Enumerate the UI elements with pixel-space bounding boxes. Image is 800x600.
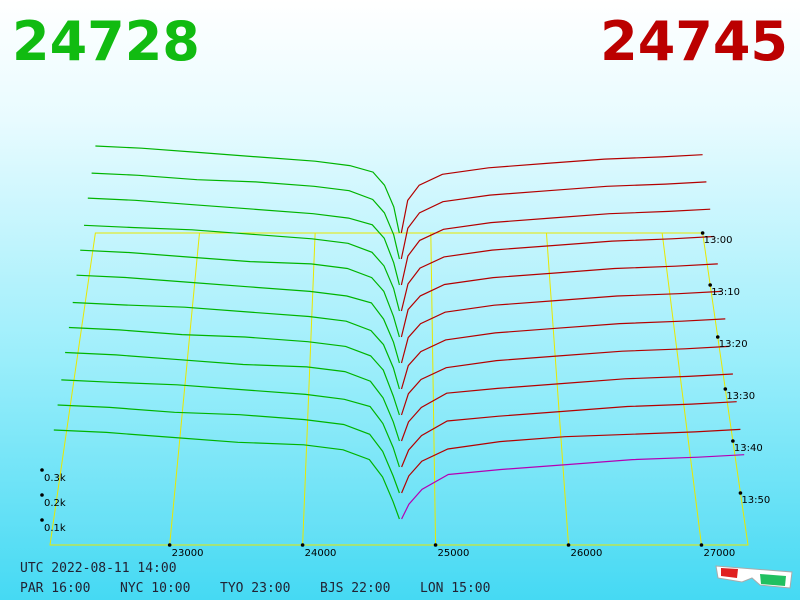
volume-tick [40, 468, 44, 472]
utc-time: UTC 2022-08-11 14:00 [20, 561, 177, 576]
time-tick-label: 13:20 [719, 339, 748, 350]
best-bid: 24728 [12, 10, 200, 73]
city-time: BJS 22:00 [320, 581, 390, 596]
ask-depth-line [400, 208, 711, 286]
bid-depth-line [65, 351, 400, 442]
bid-depth-line [61, 379, 400, 468]
ask-depth-line [400, 235, 715, 312]
ask-depth-line [401, 401, 737, 468]
time-tick [731, 439, 735, 443]
ask-depth-line [401, 454, 745, 520]
3d-glasses-icon [715, 565, 793, 589]
price-tick [566, 543, 571, 547]
time-tick [700, 231, 705, 235]
time-tick [708, 283, 712, 287]
price-grid-line [661, 232, 702, 546]
price-grid-line [430, 232, 437, 546]
price-grid-line [169, 232, 200, 546]
bid-depth-line [80, 249, 400, 338]
bid-depth-line [83, 224, 400, 312]
price-tick [167, 543, 172, 547]
bid-depth-line [57, 404, 400, 494]
time-tick-label: 13:00 [704, 235, 733, 246]
bid-depth-line [91, 172, 400, 260]
time-tick-label: 13:10 [711, 287, 740, 298]
price-grid-line [302, 232, 316, 546]
price-tick [300, 543, 305, 547]
time-tick [723, 387, 728, 391]
city-time: NYC 10:00 [120, 581, 190, 596]
ask-depth-line [400, 263, 718, 338]
ask-depth-line [400, 181, 707, 260]
city-time: LON 15:00 [420, 581, 490, 596]
city-time: TYO 23:00 [220, 581, 290, 596]
price-tick-label: 26000 [571, 548, 603, 559]
volume-tick [40, 518, 44, 522]
time-tick-label: 13:40 [734, 443, 763, 454]
ask-depth-line [400, 290, 722, 364]
time-tick [738, 491, 743, 495]
price-tick-label: 24000 [305, 548, 337, 559]
price-tick [699, 543, 704, 547]
city-time: PAR 16:00 [20, 581, 90, 596]
volume-tick-label: 0.3k [44, 473, 66, 484]
volume-tick-label: 0.1k [44, 523, 66, 534]
volume-tick-label: 0.2k [44, 498, 66, 509]
time-tick [715, 335, 720, 339]
bid-depth-line [76, 274, 400, 364]
ask-depth-line [401, 428, 741, 494]
bid-depth-line [72, 301, 400, 390]
price-tick-label: 25000 [438, 548, 470, 559]
bid-depth-line [87, 197, 400, 286]
bid-depth-line [68, 326, 400, 416]
time-tick-label: 13:50 [741, 495, 770, 506]
best-ask: 24745 [600, 10, 788, 73]
bid-depth-line [53, 429, 400, 520]
price-tick-label: 23000 [172, 548, 204, 559]
price-tick-label: 27000 [703, 548, 735, 559]
price-grid-line [545, 232, 570, 546]
ask-depth-line [400, 373, 733, 442]
ask-depth-line [400, 345, 730, 416]
bid-depth-line [95, 145, 400, 234]
ask-depth-line [400, 318, 726, 390]
time-tick-label: 13:30 [726, 391, 755, 402]
volume-tick [40, 493, 44, 497]
ask-depth-line [400, 154, 703, 234]
price-tick [433, 543, 438, 547]
